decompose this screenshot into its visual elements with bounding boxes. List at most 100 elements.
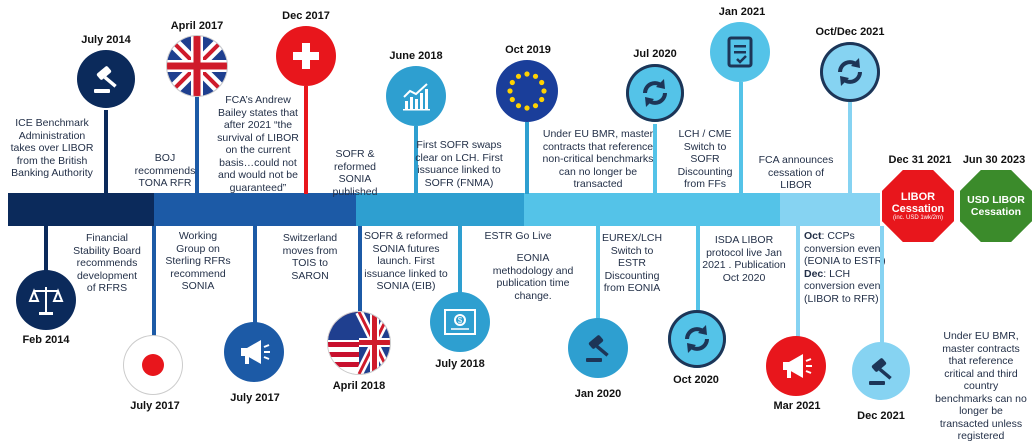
timeline-segment-5 [780,193,880,226]
date-mar-2021: Mar 2021 [773,400,821,412]
stem-mar-2021 [796,226,800,338]
gavel-icon [568,318,628,378]
stem-feb-2014 [44,226,48,274]
text-estr-go-live: ESTR Go Live [484,230,552,242]
libor-cessation-badge: LIBOR Cessation (inc. USD 1wk/2m) [882,170,954,242]
libor-cessation-title1: LIBOR [900,191,936,203]
eu-star [509,79,515,86]
date-jan-2021: Jan 2021 [718,6,766,18]
stem-jan-2021 [739,82,743,194]
date-dec-2021: Dec 2021 [857,410,905,422]
text-july-2014: ICE Benchmark Administration takes over … [10,117,94,179]
date-april-2018: April 2018 [332,380,386,392]
libor-cessation-title2: Cessation [891,203,945,215]
text-june-2018: First SOFR swaps clear on LCH. First iss… [415,139,503,189]
eu-star [524,105,530,111]
certificate-icon: $ [430,292,490,352]
gavel-icon [77,50,135,108]
text-dec-2017: FCA’s Andrew Bailey states that after 20… [217,94,299,194]
date-oct-2020: Oct 2020 [673,374,719,386]
stem-dec-2021 [880,226,884,344]
eu-star [509,96,515,103]
date-feb-2014: Feb 2014 [22,334,70,346]
eu-star [515,73,522,79]
date-july-2018: July 2018 [435,358,485,370]
text-eonia-change: EONIA methodology and publication time c… [492,252,574,302]
eu-star [532,73,539,79]
stem-july-2017-b [253,226,257,324]
text-oct-dec-conversions: Oct: CCPs conversion event (EONIA to EST… [804,230,886,305]
stem-june-2018 [414,126,418,194]
date-oct-dec-2021: Oct/Dec 2021 [815,26,885,38]
plus-icon [276,26,336,86]
stem-jul-2020 [653,124,657,194]
scales-icon [16,270,76,330]
text-jul-2020: LCH / CME Switch to SOFR Discounting fro… [677,128,733,190]
us-uk-flag-icon [328,312,390,374]
text-sofr-sonia-published: SOFR & reformed SONIA published [332,148,378,198]
gavel-icon [852,342,910,400]
eu-star [507,88,513,94]
text-oct-2019: Under EU BMR, master contracts that refe… [542,128,654,190]
japan-flag-icon [124,336,182,394]
eu-star [541,88,547,94]
stem-july-2018 [458,226,462,294]
eu-star [539,96,545,103]
stem-oct-dec-2021 [848,102,852,194]
text-jan-2021: FCA announces cessation of LIBOR [758,154,834,191]
text-july-2017-a: Working Group on Sterling RFRs recommend… [165,230,231,292]
text-oct-2020: ISDA LIBOR protocol live Jan 2021 . Publ… [702,234,786,284]
date-dec-31-2021: Dec 31 2021 [888,154,952,166]
svg-text:$: $ [458,316,463,325]
oct-text: : CCPs conversion event (EONIA to ESTR) [804,230,886,267]
date-june-2018: June 2018 [389,50,443,62]
timeline-segment-1 [8,193,154,226]
dec-label: Dec [804,267,824,280]
timeline-segment-4 [524,193,780,226]
date-jul-2020: Jul 2020 [633,48,677,60]
date-oct-2019: Oct 2019 [505,44,551,56]
eu-star [539,79,545,86]
timeline-segment-2 [154,193,356,226]
stem-oct-2020 [696,226,700,314]
usd-libor-cessation-badge: USD LIBOR Cessation [960,170,1032,242]
stem-dec-2017 [304,86,308,194]
stem-oct-2019 [525,122,529,194]
megaphone-icon [224,322,284,382]
date-dec-2017: Dec 2017 [282,10,330,22]
text-july-2017-b: Switzerland moves from TOIS to SARON [282,232,338,282]
stem-april-2018 [358,226,362,314]
usd-libor-cessation-title2: Cessation [970,206,1022,218]
dec-text: : LCH conversion event (LIBOR to RFR) [804,267,884,305]
usd-libor-cessation-title1: USD LIBOR [967,194,1025,206]
stem-july-2017-a [152,226,156,338]
document-icon [710,22,770,82]
uk-flag-icon [167,36,227,96]
text-feb-2014: Financial Stability Board recommends dev… [73,232,141,294]
date-july-2014: July 2014 [81,34,131,46]
eu-star [532,103,539,109]
stem-july-2014 [104,110,108,194]
libor-cessation-sub: (inc. USD 1wk/2m) [892,215,943,221]
date-july-2017-b: July 2017 [230,392,280,404]
refresh-icon [626,64,684,122]
stem-jan-2020 [596,226,600,322]
date-jun-30-2023: Jun 30 2023 [962,154,1026,166]
oct-label: Oct [804,230,822,242]
date-jan-2020: Jan 2020 [574,388,622,400]
eu-star [524,71,530,77]
eu-star [515,103,522,109]
text-april-2018: SOFR & reformed SONIA futures launch. Fi… [363,230,449,292]
text-final-note: Under EU BMR, master contracts that refe… [935,330,1027,442]
megaphone-icon [766,336,826,396]
text-jan-2020: EUREX/LCH Switch to ESTR Discounting fro… [601,232,663,294]
chart-icon [386,66,446,126]
refresh-icon [820,42,880,102]
refresh-icon [668,310,726,368]
date-april-2017: April 2017 [170,20,224,32]
timeline-segment-3 [356,193,524,226]
eu-flag-icon [496,60,558,122]
text-april-2017: BOJ recommends TONA RFR [134,152,196,189]
stem-april-2017 [195,96,199,194]
date-july-2017-a: July 2017 [130,400,180,412]
